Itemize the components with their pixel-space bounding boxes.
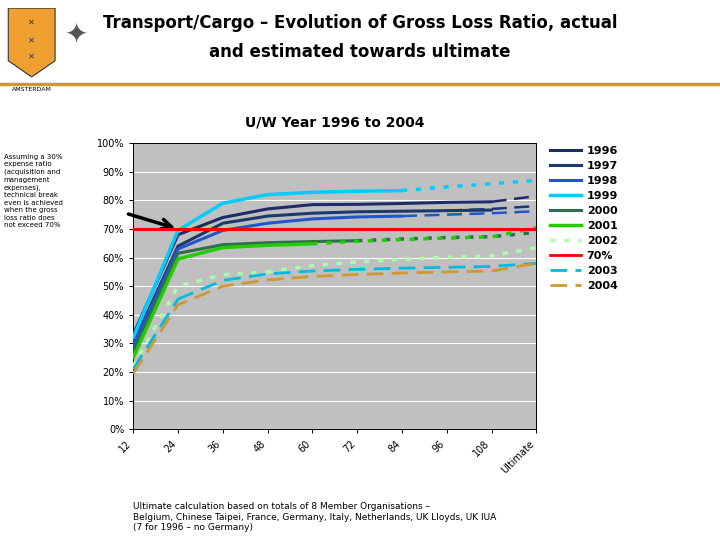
Text: ✕: ✕: [28, 51, 35, 60]
Text: AMSTERDAM: AMSTERDAM: [12, 87, 52, 92]
Text: ✕: ✕: [28, 18, 35, 26]
Text: ✕: ✕: [28, 35, 35, 44]
Polygon shape: [9, 8, 55, 77]
Legend: 1996, 1997, 1998, 1999, 2000, 2001, 2002, 70%, 2003, 2004: 1996, 1997, 1998, 1999, 2000, 2001, 2002…: [550, 146, 618, 291]
Text: Ultimate calculation based on totals of 8 Member Organisations –
Belgium, Chines: Ultimate calculation based on totals of …: [133, 502, 497, 532]
Text: Transport/Cargo – Evolution of Gross Loss Ratio, actual: Transport/Cargo – Evolution of Gross Los…: [103, 14, 617, 31]
Text: Assuming a 30%
expense ratio
(acquisition and
management
expenses),
technical br: Assuming a 30% expense ratio (acquisitio…: [4, 154, 63, 228]
Text: ✦: ✦: [65, 21, 89, 49]
Text: U/W Year 1996 to 2004: U/W Year 1996 to 2004: [245, 116, 425, 130]
Text: and estimated towards ultimate: and estimated towards ultimate: [210, 43, 510, 61]
